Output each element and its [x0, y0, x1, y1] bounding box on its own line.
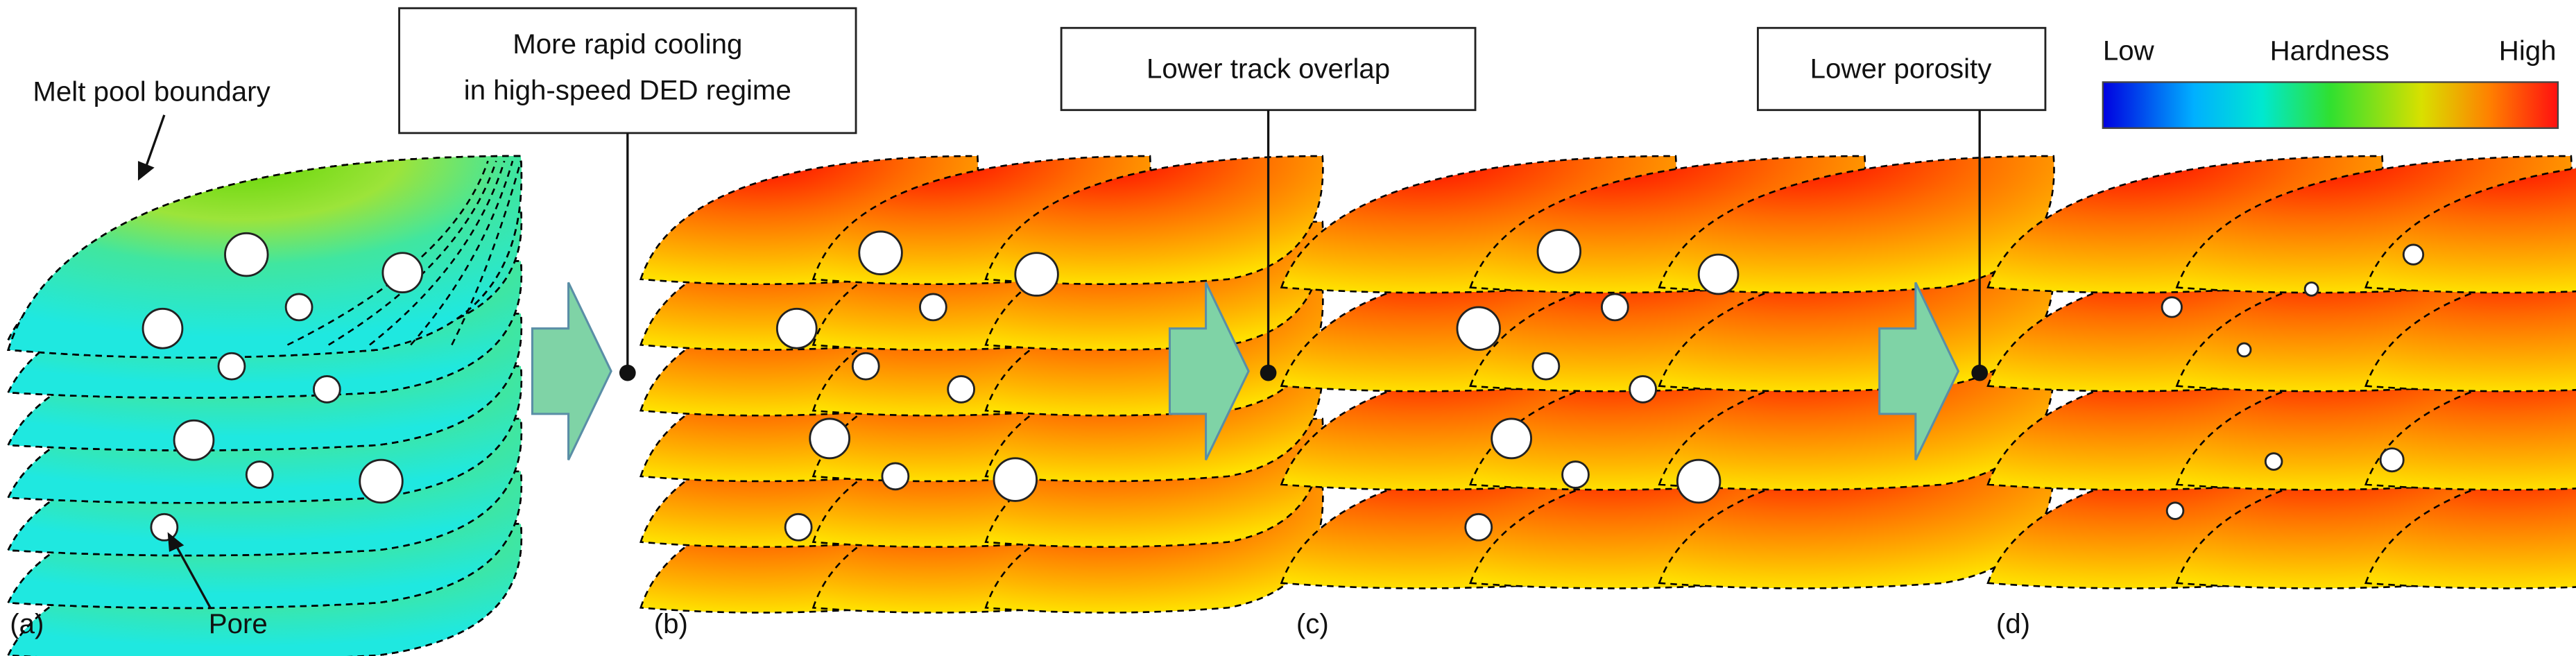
pore [381, 252, 424, 294]
pore [245, 460, 274, 489]
pore [1697, 253, 1740, 295]
pore [919, 293, 947, 322]
panel-label: (d) [1996, 608, 2030, 639]
callout-dot [1971, 364, 1989, 381]
panel-label: (b) [654, 608, 688, 639]
pore [2402, 243, 2425, 266]
pore [2379, 447, 2405, 473]
arrowhead [137, 161, 155, 181]
panel-label: (c) [1296, 608, 1329, 639]
pore [1561, 460, 1590, 489]
pore [1600, 293, 1629, 322]
callout-box [1060, 26, 1477, 112]
leader-line [143, 114, 166, 171]
melt-pool [2364, 364, 2576, 491]
callout-dot [1260, 364, 1277, 381]
panel-label: (a) [10, 608, 44, 639]
process-arrow [531, 282, 612, 460]
melt-pool [2364, 463, 2576, 589]
pore [1676, 458, 1721, 504]
pores [141, 229, 2425, 542]
melt-pool [2364, 266, 2576, 392]
pore [851, 352, 880, 381]
pore [2165, 501, 2185, 520]
melt-pool [286, 160, 489, 346]
pore [312, 374, 341, 404]
pore [881, 462, 910, 491]
callout-text: More rapid cooling [513, 28, 742, 60]
pore [2161, 296, 2183, 318]
pore [2236, 342, 2252, 358]
melt-pool [451, 160, 522, 345]
pore [1456, 306, 1501, 351]
pore [2303, 281, 2319, 297]
pore [775, 307, 818, 349]
pore [217, 352, 246, 381]
pore [1629, 374, 1657, 404]
colorbar-high: High [2499, 35, 2557, 66]
pore [1491, 417, 1532, 460]
colorbar-title: Hardness [2270, 35, 2389, 66]
colorbar [2102, 81, 2559, 129]
pore [947, 374, 976, 404]
melt-pool [328, 160, 497, 346]
callout-text: Lower track overlap [1147, 53, 1390, 84]
callout-box [1757, 26, 2047, 112]
pore [784, 512, 813, 542]
pore [858, 230, 903, 275]
callout-dot [619, 364, 636, 381]
colorbar-low: Low [2103, 35, 2155, 66]
arrowhead [167, 532, 184, 552]
pore [359, 458, 404, 504]
melt-pools [6, 155, 2576, 656]
pore [2264, 452, 2283, 471]
pore [993, 457, 1038, 502]
process-arrow [1878, 282, 1960, 460]
leader-line [173, 541, 212, 609]
pore [1464, 512, 1493, 542]
callout-text: in high-speed DED regime [464, 74, 791, 105]
callout-box [398, 7, 857, 135]
pore-label: Pore [209, 608, 268, 639]
melt-pool [984, 155, 1324, 286]
pore [173, 419, 215, 461]
pore [809, 417, 850, 460]
process-arrow [1168, 282, 1250, 460]
pore [284, 293, 314, 322]
melt-pool [410, 160, 514, 346]
pore [1014, 252, 1059, 297]
pore [224, 232, 269, 277]
pore [150, 512, 179, 542]
callout-text: Lower porosity [1810, 53, 1993, 84]
pore [141, 307, 184, 349]
pore [1536, 229, 1582, 274]
melt-pool-label: Melt pool boundary [33, 76, 271, 107]
pore [1531, 352, 1561, 381]
